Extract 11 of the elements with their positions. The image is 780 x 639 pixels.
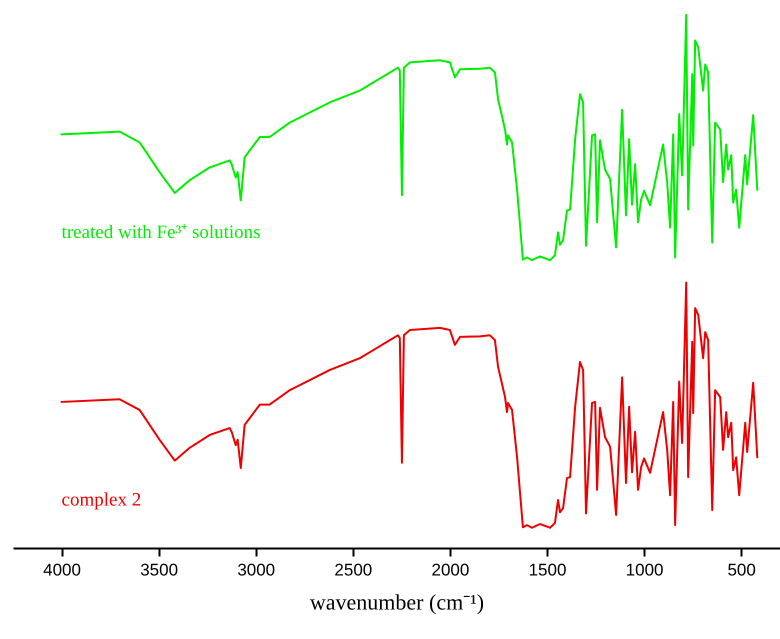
x-tick-label: 3500	[140, 560, 178, 580]
x-axis-title: wavenumber (cm⁻¹)	[310, 590, 484, 614]
x-tick-label: 4000	[43, 560, 81, 580]
series-label: treated with Fe³⁺ solutions	[62, 222, 261, 243]
x-tick-label: 3000	[237, 560, 276, 580]
x-tick-label: 1500	[528, 560, 566, 580]
x-tick-label: 1000	[626, 560, 664, 580]
x-tick-label: 500	[727, 560, 756, 580]
x-tick-label: 2000	[431, 560, 470, 580]
text: complex 2	[62, 490, 142, 511]
x-tick-label: 2500	[334, 560, 372, 580]
